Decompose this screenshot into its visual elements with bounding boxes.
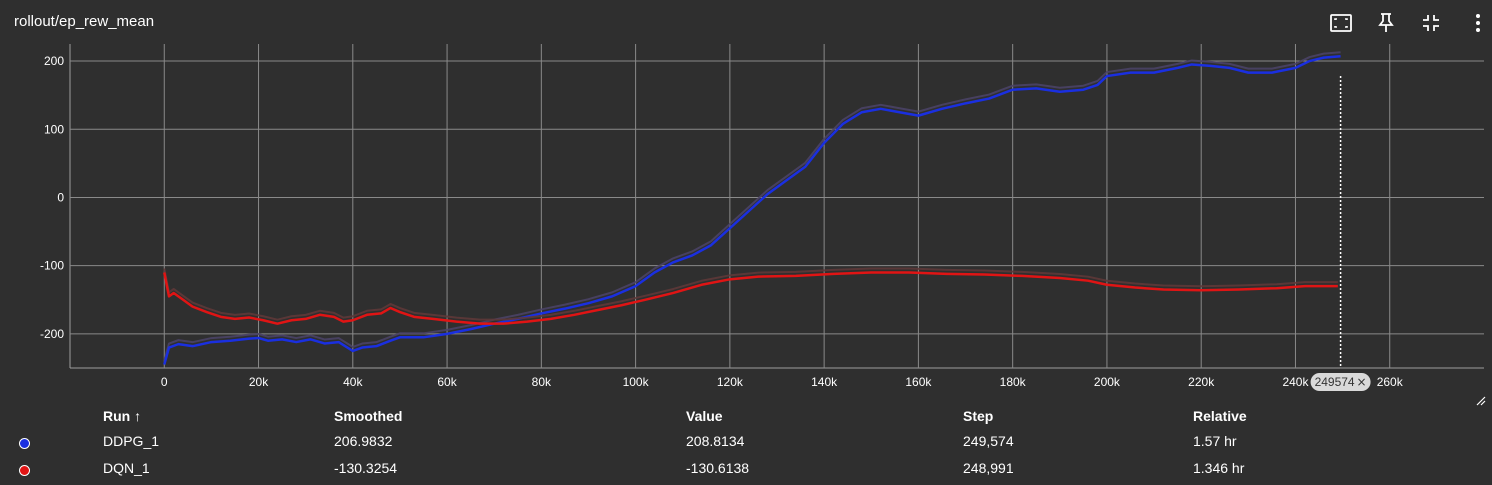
smoothed-value: -130.3254 bbox=[334, 460, 398, 476]
chart-series bbox=[163, 51, 1341, 365]
collapse-icon[interactable] bbox=[1418, 11, 1444, 35]
line-chart[interactable]: -200 -100 0 100 200 0 20k 40k 60k 80k 100k 120k 140… bbox=[0, 44, 1492, 394]
x-tick-label: 180k bbox=[1000, 375, 1027, 389]
y-tick-label: 200 bbox=[44, 54, 64, 68]
x-tick-label: 240k bbox=[1282, 375, 1309, 389]
pin-icon[interactable] bbox=[1373, 11, 1399, 35]
x-tick-label: 200k bbox=[1094, 375, 1121, 389]
x-tick-label: 260k bbox=[1377, 375, 1404, 389]
y-axis-ticks: -200 -100 0 100 200 bbox=[40, 54, 64, 341]
series-line bbox=[163, 271, 1338, 325]
x-tick-label: 60k bbox=[437, 375, 457, 389]
x-axis-ticks: 0 20k 40k 60k 80k 100k 120k 140k 160k 180k 200k 220… bbox=[161, 375, 1404, 389]
run-name: DDPG_1 bbox=[103, 433, 160, 449]
header-run[interactable]: Run ↑ bbox=[103, 408, 142, 424]
y-tick-label: 0 bbox=[57, 190, 64, 204]
header-smoothed[interactable]: Smoothed bbox=[334, 408, 403, 424]
header-relative[interactable]: Relative bbox=[1193, 408, 1247, 424]
x-tick-label: 140k bbox=[811, 375, 838, 389]
run-color-dot bbox=[19, 465, 30, 476]
raw-value: 208.8134 bbox=[686, 433, 745, 449]
run-color-dot bbox=[19, 438, 30, 449]
x-tick-label: 100k bbox=[623, 375, 650, 389]
chart-title: rollout/ep_rew_mean bbox=[14, 13, 155, 30]
x-tick-label: 120k bbox=[717, 375, 744, 389]
relative-time: 1.346 hr bbox=[1193, 460, 1245, 476]
run-table: Run ↑ Smoothed Value Step Relative DDPG_… bbox=[0, 400, 1492, 485]
step-value: 249,574 bbox=[963, 433, 1014, 449]
run-name: DQN_1 bbox=[103, 460, 150, 476]
series-line bbox=[163, 55, 1341, 365]
chart-grid bbox=[69, 44, 1484, 369]
step-chip bbox=[1310, 373, 1371, 391]
x-tick-label: 160k bbox=[905, 375, 932, 389]
resize-handle-icon[interactable] bbox=[1474, 393, 1486, 406]
header-step[interactable]: Step bbox=[963, 408, 994, 424]
raw-value: -130.6138 bbox=[686, 460, 750, 476]
y-tick-label: 100 bbox=[44, 122, 64, 136]
relative-time: 1.57 hr bbox=[1193, 433, 1237, 449]
table-header: Run ↑ Smoothed Value Step Relative bbox=[0, 400, 1492, 428]
series-raw-line bbox=[163, 267, 1338, 321]
chart-header: rollout/ep_rew_mean bbox=[0, 0, 1492, 44]
y-tick-label: -100 bbox=[40, 259, 64, 273]
x-tick-label: 40k bbox=[343, 375, 363, 389]
step-chip-label: 249574 bbox=[1315, 375, 1355, 389]
series-raw-line bbox=[163, 51, 1341, 361]
header-value[interactable]: Value bbox=[686, 408, 723, 424]
y-tick-label: -200 bbox=[40, 327, 64, 341]
table-row[interactable]: DDPG_1 206.9832 208.8134 249,574 1.57 hr bbox=[0, 429, 1492, 455]
smoothed-value: 206.9832 bbox=[334, 433, 393, 449]
step-value: 248,991 bbox=[963, 460, 1014, 476]
step-cursor: 249574 × bbox=[1310, 76, 1371, 391]
x-tick-label: 220k bbox=[1188, 375, 1215, 389]
x-tick-label: 20k bbox=[249, 375, 269, 389]
x-tick-label: 80k bbox=[532, 375, 552, 389]
chip-close-icon: × bbox=[1357, 375, 1367, 389]
x-tick-label: 0 bbox=[161, 375, 168, 389]
table-row[interactable]: DQN_1 -130.3254 -130.6138 248,991 1.346 … bbox=[0, 456, 1492, 482]
fit-domain-icon[interactable] bbox=[1328, 11, 1354, 35]
more-vert-icon[interactable] bbox=[1465, 11, 1491, 35]
